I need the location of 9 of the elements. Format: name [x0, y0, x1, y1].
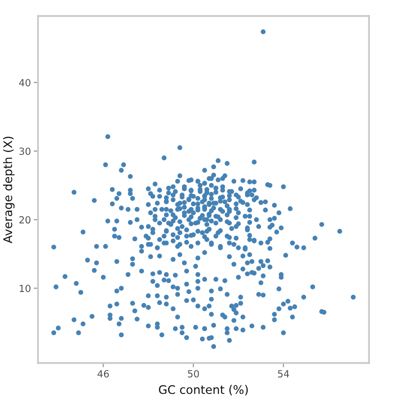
y-tick-label: 40	[19, 79, 30, 86]
y-tick-label: 20	[19, 216, 30, 224]
x-tick-label: 46	[98, 370, 109, 378]
y-tick-label: 10	[20, 284, 30, 292]
x-tick-label: 50	[188, 370, 199, 378]
x-axis-title: GC content (%)	[158, 384, 248, 396]
y-axis-title: Average depth (X)	[3, 136, 15, 244]
y-tick-label: 30	[19, 148, 30, 155]
x-tick-label: 54	[278, 370, 290, 378]
